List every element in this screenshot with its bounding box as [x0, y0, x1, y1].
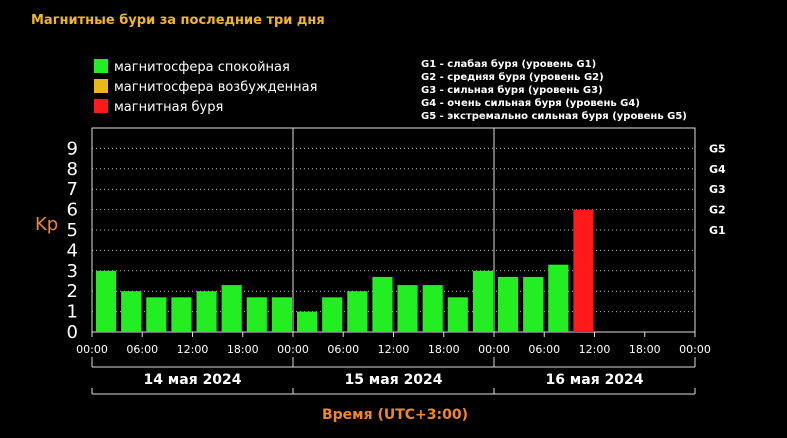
- x-tick-label: 06:00: [528, 343, 560, 356]
- kp-bar: [472, 270, 493, 332]
- chart-title: Магнитные бури за последние три дня: [31, 13, 325, 28]
- kp-bar: [523, 276, 544, 332]
- day-label: 15 мая 2024: [344, 372, 442, 388]
- kp-bar: [297, 311, 318, 332]
- x-tick-label: 00:00: [679, 343, 711, 356]
- kp-bar: [221, 285, 242, 332]
- kp-bar: [347, 291, 368, 332]
- y-tick-label: 8: [67, 159, 78, 180]
- x-tick-label: 06:00: [126, 343, 158, 356]
- y-tick-label: 0: [67, 322, 78, 343]
- x-ticks: 00:00 06:00 12:00 18:00 00:00 06:00 12:00 18:00…: [76, 332, 711, 356]
- plot-grid: [91, 127, 696, 333]
- x-tick-label: 00:00: [277, 343, 309, 356]
- kp-bar: [573, 209, 594, 332]
- y-tick-label: 3: [67, 261, 78, 282]
- kp-bar: [372, 276, 393, 332]
- y-tick-label: 5: [67, 220, 78, 241]
- g-level-label: G1: [709, 224, 726, 237]
- kp-bar: [447, 297, 468, 332]
- kp-bar: [96, 270, 117, 332]
- legend-label-active: магнитосфера возбужденная: [114, 80, 317, 95]
- x-tick-label: 12:00: [378, 343, 410, 356]
- y-tick-label: 2: [67, 281, 78, 302]
- g-legend-item: G4 - очень сильная буря (уровень G4): [421, 97, 640, 109]
- kp-bar: [196, 291, 217, 332]
- kp-bar: [498, 276, 519, 332]
- legend-swatch-quiet: [94, 59, 108, 73]
- g-level-ticks: G1 G2 G3 G4 G5: [709, 142, 726, 237]
- kp-bar: [121, 291, 142, 332]
- x-tick-label: 00:00: [478, 343, 510, 356]
- g-level-label: G5: [709, 142, 726, 155]
- kp-bar: [422, 285, 443, 332]
- kp-bar: [271, 297, 292, 332]
- y-tick-label: 1: [67, 302, 78, 323]
- kp-bar: [246, 297, 267, 332]
- x-tick-label: 18:00: [428, 343, 460, 356]
- day-label: 16 мая 2024: [545, 372, 643, 388]
- day-labels: 14 мая 2024 15 мая 2024 16 мая 2024: [91, 357, 696, 395]
- kp-bar: [548, 264, 569, 332]
- g-level-label: G4: [709, 163, 726, 176]
- kp-bar: [146, 297, 167, 332]
- legend-label-storm: магнитная буря: [114, 100, 223, 115]
- x-tick-label: 12:00: [177, 343, 209, 356]
- g-level-label: G2: [709, 204, 726, 217]
- legend-swatch-active: [94, 79, 108, 93]
- x-tick-label: 12:00: [579, 343, 611, 356]
- x-axis-label: Время (UTC+3:00): [322, 407, 468, 423]
- day-label: 14 мая 2024: [143, 372, 241, 388]
- y-tick-label: 6: [67, 200, 78, 221]
- y-tick-label: 4: [67, 240, 78, 261]
- legend-label-quiet: магнитосфера спокойная: [114, 60, 290, 75]
- y-tick-label: 9: [67, 138, 78, 159]
- bars-group: [96, 209, 594, 332]
- status-legend: магнитосфера спокойная магнитосфера возб…: [94, 59, 317, 115]
- legend-swatch-storm: [94, 99, 108, 113]
- g-level-label: G3: [709, 183, 726, 196]
- kp-bar: [322, 297, 343, 332]
- g-level-legend: G1 - слабая буря (уровень G1) G2 - средн…: [421, 58, 687, 122]
- kp-bar: [171, 297, 192, 332]
- x-tick-label: 18:00: [629, 343, 661, 356]
- x-tick-label: 06:00: [327, 343, 359, 356]
- x-tick-label: 00:00: [76, 343, 108, 356]
- g-legend-item: G1 - слабая буря (уровень G1): [421, 58, 596, 70]
- g-legend-item: G3 - сильная буря (уровень G3): [421, 84, 603, 96]
- g-legend-item: G2 - средняя буря (уровень G2): [421, 71, 604, 83]
- y-tick-label: 7: [67, 179, 78, 200]
- x-tick-label: 18:00: [227, 343, 259, 356]
- y-axis-label: Kp: [35, 214, 58, 235]
- kp-bar: [397, 285, 418, 332]
- g-legend-item: G5 - экстремально сильная буря (уровень …: [421, 110, 687, 122]
